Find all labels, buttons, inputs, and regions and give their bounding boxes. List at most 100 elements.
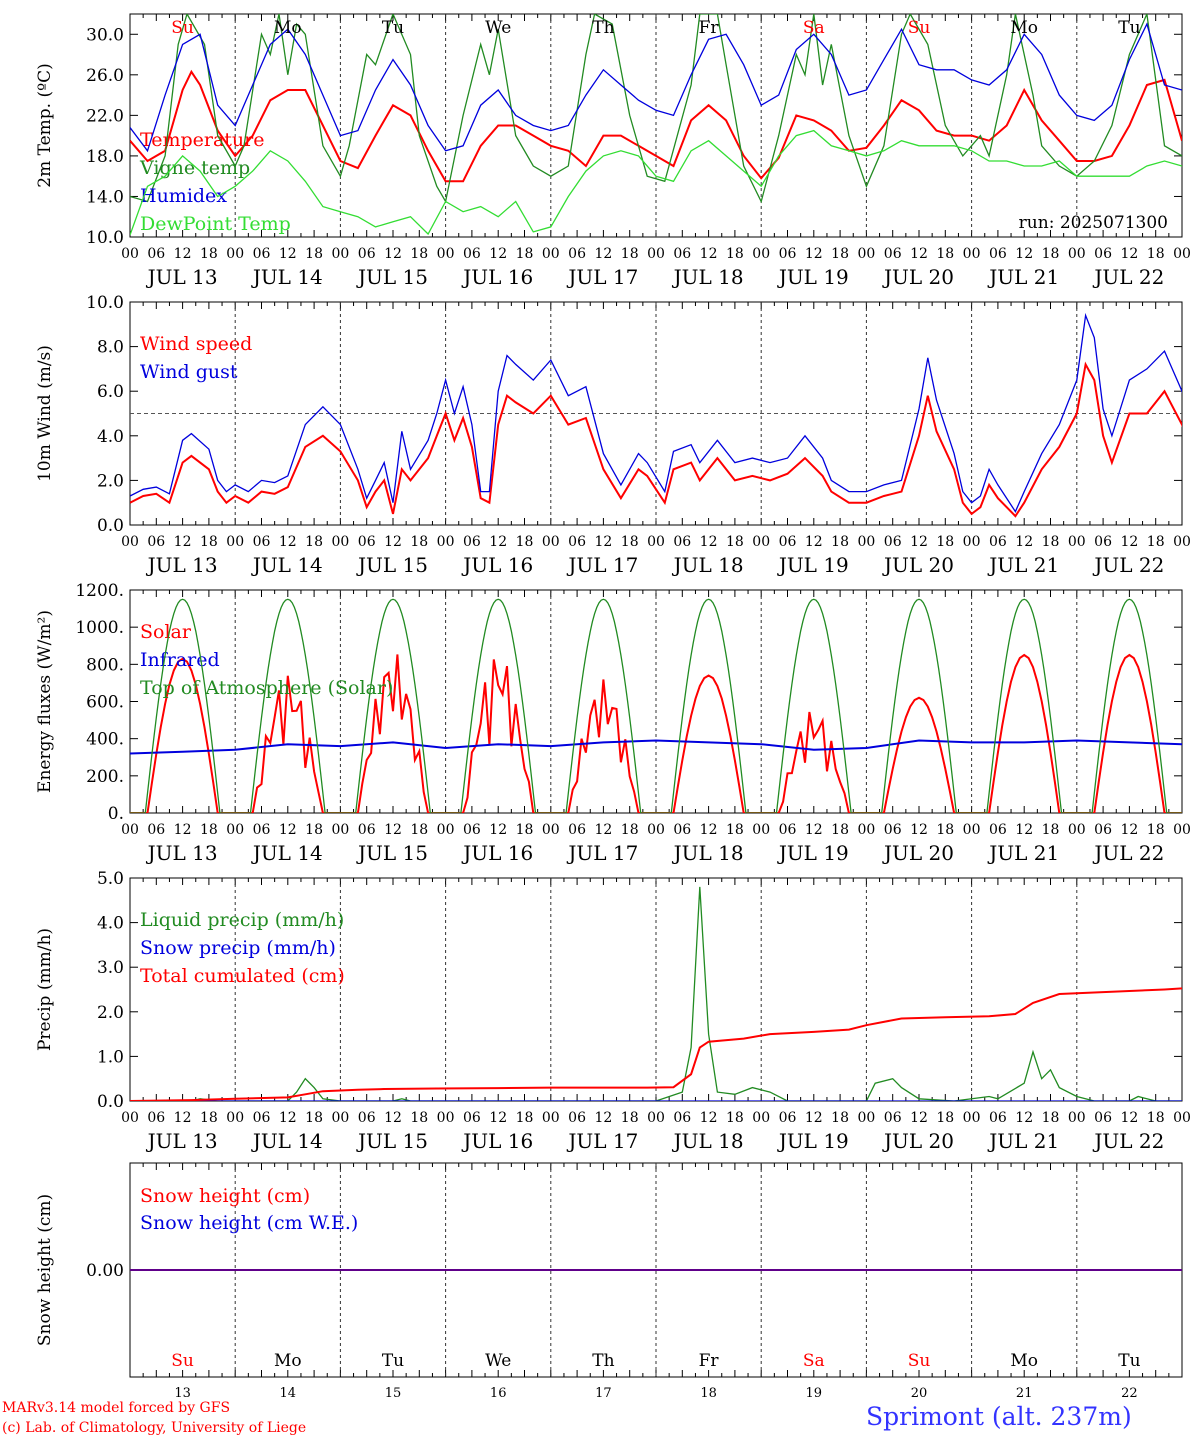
legend-entry: Humidex (140, 185, 227, 207)
y-tick-label: 1.0 (97, 1047, 124, 1067)
hour-label: 00 (963, 534, 981, 550)
hour-label: 12 (805, 246, 823, 262)
date-label: JUL 19 (777, 553, 849, 577)
date-label: JUL 21 (987, 553, 1059, 577)
date-label: JUL 19 (777, 1129, 849, 1153)
day-number-label: 17 (595, 1386, 612, 1400)
date-label: JUL 21 (987, 265, 1059, 289)
weekday-label: Fr (699, 18, 720, 38)
series-line-red (130, 653, 1182, 813)
day-number-label: 16 (490, 1386, 507, 1400)
date-label: JUL 19 (777, 841, 849, 865)
date-label: JUL 19 (777, 265, 849, 289)
hour-label: 18 (200, 1110, 218, 1126)
y-tick-label: 14.0 (86, 187, 124, 207)
hour-label: 12 (489, 246, 507, 262)
series-line-dark_green (130, 598, 1182, 813)
hour-label: 00 (437, 822, 455, 838)
panel-energy: 0. 200. 400. 600. 800. 1000. 1200. Energy fluxe… (35, 581, 1191, 865)
hour-label: 06 (568, 246, 586, 262)
date-label: JUL 21 (987, 841, 1059, 865)
y-tick-label: 400. (86, 730, 124, 750)
hour-label: 00 (752, 822, 770, 838)
panel-frame (129, 13, 1183, 238)
hour-label: 00 (1173, 246, 1191, 262)
weekday-label: Su (908, 1351, 931, 1371)
y-tick-label: 8.0 (97, 338, 124, 358)
date-label: JUL 16 (461, 841, 533, 865)
date-label: JUL 22 (1092, 553, 1164, 577)
run-label: run: 2025071300 (1019, 213, 1168, 233)
series-line-blue (130, 739, 1182, 755)
y-axis-label: Snow height (cm) (35, 1194, 55, 1346)
date-label: JUL 13 (146, 265, 218, 289)
hour-label: 12 (1120, 534, 1138, 550)
hour-label: 12 (1015, 534, 1033, 550)
hour-label: 18 (1147, 534, 1165, 550)
hour-label: 18 (516, 1110, 534, 1126)
hour-label: 18 (621, 534, 639, 550)
y-tick-label: 4.0 (97, 914, 124, 934)
date-label: JUL 16 (461, 265, 533, 289)
date-label: JUL 20 (882, 841, 954, 865)
date-label: JUL 15 (356, 265, 428, 289)
hour-label: 18 (726, 246, 744, 262)
hour-label: 18 (1042, 246, 1060, 262)
weekday-label: Su (171, 18, 194, 38)
hour-label: 12 (279, 534, 297, 550)
hour-label: 06 (568, 822, 586, 838)
weekday-label: Mo (1010, 1351, 1038, 1371)
hour-label: 06 (253, 534, 271, 550)
hour-label: 06 (253, 246, 271, 262)
y-tick-label: 6.0 (97, 382, 124, 402)
date-label: JUL 22 (1092, 841, 1164, 865)
date-label: JUL 14 (251, 1129, 323, 1153)
hour-label: 06 (568, 1110, 586, 1126)
hour-label: 12 (1015, 246, 1033, 262)
hour-label: 12 (700, 246, 718, 262)
hour-label: 12 (279, 822, 297, 838)
hour-label: 12 (700, 1110, 718, 1126)
hour-label: 18 (621, 822, 639, 838)
hour-label: 06 (358, 534, 376, 550)
date-label: JUL 21 (987, 1129, 1059, 1153)
day-number-label: 15 (385, 1386, 402, 1400)
hour-label: 06 (463, 534, 481, 550)
footer-model-credit: MARv3.14 model forced by GFS (2, 1400, 231, 1416)
weekday-label: Mo (274, 1351, 302, 1371)
hour-label: 00 (1173, 534, 1191, 550)
hour-label: 06 (253, 1110, 271, 1126)
legend-entry: DewPoint Temp (140, 213, 291, 235)
hour-label: 06 (779, 1110, 797, 1126)
hour-label: 18 (305, 246, 323, 262)
date-label: JUL 17 (566, 841, 638, 865)
hour-label: 12 (700, 822, 718, 838)
hour-label: 18 (410, 822, 428, 838)
legend-entry: Total cumulated (cm) (140, 965, 345, 987)
series-line-red (130, 987, 1182, 1101)
hour-label: 00 (752, 1110, 770, 1126)
hour-label: 18 (200, 534, 218, 550)
hour-label: 00 (121, 534, 139, 550)
station-label: Sprimont (alt. 237m) (866, 1402, 1132, 1431)
hour-label: 12 (594, 1110, 612, 1126)
hour-label: 18 (1042, 822, 1060, 838)
y-tick-label: 3.0 (97, 958, 124, 978)
hour-label: 18 (200, 246, 218, 262)
hour-label: 06 (884, 822, 902, 838)
hour-label: 06 (147, 246, 165, 262)
y-tick-label: 22.0 (86, 106, 124, 126)
hour-label: 06 (358, 822, 376, 838)
hour-label: 12 (384, 246, 402, 262)
hour-label: 18 (936, 1110, 954, 1126)
series-line-light_green (130, 129, 1182, 236)
y-tick-label: 0.0 (97, 1092, 124, 1112)
hour-label: 18 (1147, 822, 1165, 838)
hour-label: 06 (884, 1110, 902, 1126)
hour-label: 06 (989, 822, 1007, 838)
hour-label: 06 (463, 822, 481, 838)
hour-label: 18 (831, 246, 849, 262)
hour-label: 18 (936, 534, 954, 550)
hour-label: 00 (1173, 822, 1191, 838)
hour-label: 00 (963, 246, 981, 262)
